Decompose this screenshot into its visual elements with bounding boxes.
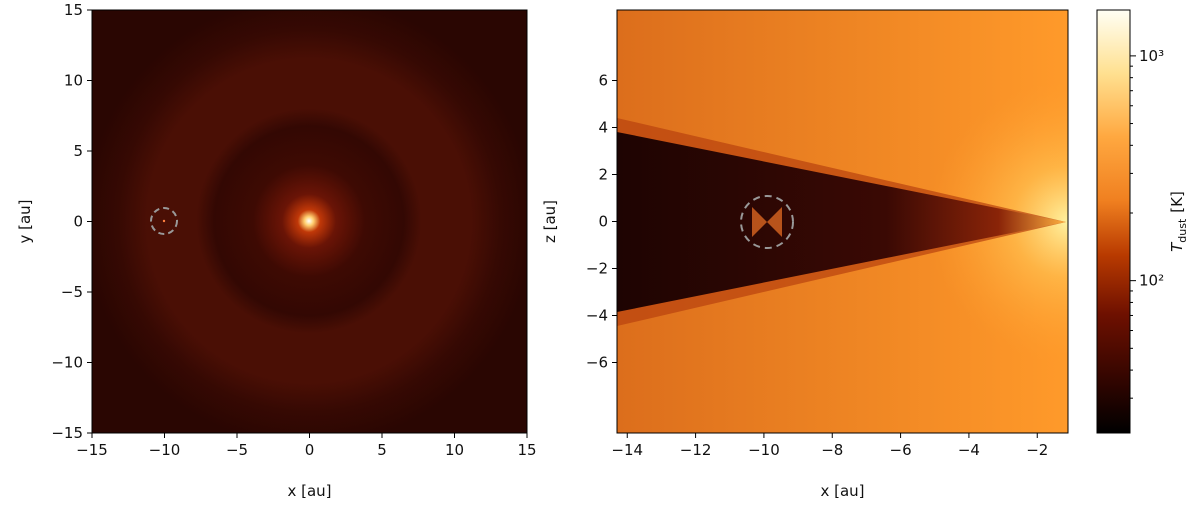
x-tick-label: −10	[149, 441, 181, 459]
panel-right	[616, 9, 1069, 434]
x-tick-label: −12	[680, 441, 712, 459]
y-tick-label: 0	[598, 213, 608, 231]
y-tick-label: 6	[598, 72, 608, 90]
y-tick-label: 4	[598, 119, 608, 137]
y-tick-label: 10	[64, 72, 83, 90]
colorbar-label: Tdust [K]	[1168, 191, 1189, 252]
x-tick-label: −14	[611, 441, 643, 459]
colorbar-tick-label: 10²	[1139, 272, 1164, 290]
x-axis-label: x [au]	[287, 482, 331, 500]
y-tick-label: 2	[598, 166, 608, 184]
planet-heating	[752, 207, 782, 237]
y-tick-label: 0	[73, 213, 83, 231]
colorbar-label-part: dust	[1176, 218, 1189, 243]
x-tick-label: −2	[1026, 441, 1048, 459]
y-tick-label: 5	[73, 142, 83, 160]
dust-cone	[617, 132, 1066, 312]
x-tick-label: −10	[748, 441, 780, 459]
planet-marker	[150, 207, 178, 235]
planet-marker	[740, 195, 794, 249]
colorbar-label-part: T	[1168, 241, 1186, 252]
panel-left	[91, 9, 528, 434]
y-tick-label: 15	[64, 1, 83, 19]
colorbar-tick-label: 10³	[1139, 47, 1164, 65]
planet-dot	[162, 219, 166, 223]
y-tick-label: −10	[51, 354, 83, 372]
y-tick-label: −15	[51, 424, 83, 442]
heatmap-image	[92, 10, 527, 433]
colorbar-gradient	[1096, 9, 1131, 434]
x-tick-label: −4	[958, 441, 980, 459]
x-tick-label: −15	[76, 441, 108, 459]
y-tick-label: −4	[586, 307, 608, 325]
y-axis-label: y [au]	[16, 199, 34, 243]
y-tick-label: −6	[586, 354, 608, 372]
x-tick-label: 0	[305, 441, 315, 459]
x-axis-label: x [au]	[820, 482, 864, 500]
x-tick-label: −8	[821, 441, 843, 459]
y-tick-label: −5	[61, 283, 83, 301]
x-tick-label: 5	[377, 441, 387, 459]
x-tick-label: 10	[445, 441, 464, 459]
x-tick-label: −6	[890, 441, 912, 459]
x-tick-label: 15	[517, 441, 536, 459]
x-tick-label: −5	[226, 441, 248, 459]
colorbar-label-part: [K]	[1168, 191, 1186, 213]
y-tick-label: −2	[586, 260, 608, 278]
y-axis-label: z [au]	[541, 200, 559, 243]
colorbar	[1096, 9, 1131, 434]
